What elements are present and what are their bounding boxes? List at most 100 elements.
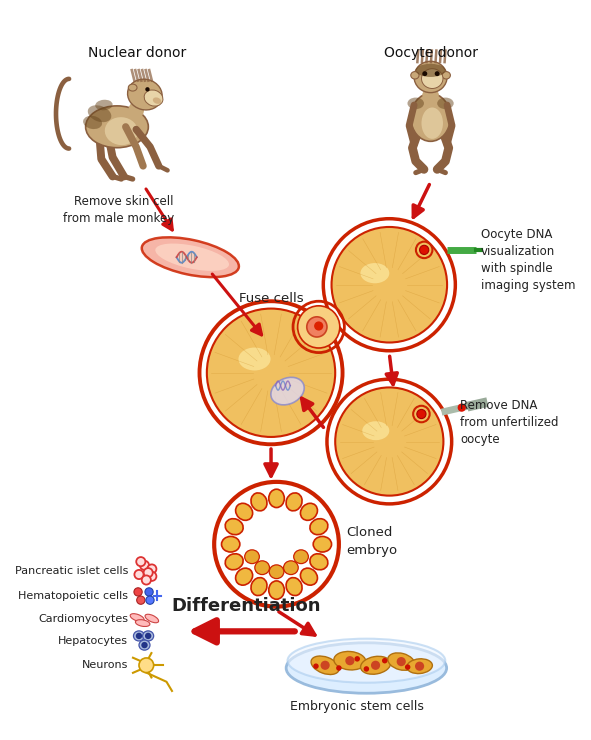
Circle shape (134, 588, 142, 596)
Ellipse shape (128, 84, 137, 91)
Circle shape (137, 596, 145, 605)
Ellipse shape (134, 631, 144, 641)
Circle shape (222, 489, 332, 599)
Circle shape (140, 561, 149, 570)
Circle shape (435, 71, 440, 76)
Circle shape (314, 321, 323, 331)
Ellipse shape (286, 643, 447, 693)
Ellipse shape (251, 493, 267, 511)
Text: Hepatocytes: Hepatocytes (58, 636, 128, 645)
Ellipse shape (153, 98, 161, 104)
Circle shape (139, 658, 154, 673)
Ellipse shape (155, 243, 229, 271)
Ellipse shape (313, 536, 332, 552)
Ellipse shape (255, 561, 269, 574)
Circle shape (335, 388, 443, 496)
Text: Oocyte DNA
visualization
with spindle
imaging system: Oocyte DNA visualization with spindle im… (481, 228, 576, 292)
Text: Fuse cells: Fuse cells (239, 292, 303, 305)
Circle shape (371, 661, 380, 670)
Text: Differentiation: Differentiation (171, 597, 320, 615)
Ellipse shape (415, 64, 446, 77)
Ellipse shape (294, 550, 309, 564)
Ellipse shape (83, 115, 102, 129)
Ellipse shape (421, 69, 443, 89)
Ellipse shape (407, 659, 433, 673)
Ellipse shape (86, 106, 148, 148)
Circle shape (134, 570, 144, 579)
Ellipse shape (300, 503, 317, 520)
Ellipse shape (135, 619, 150, 627)
Ellipse shape (271, 377, 304, 405)
Circle shape (332, 227, 447, 343)
Text: Hematopoietic cells: Hematopoietic cells (18, 591, 128, 601)
Ellipse shape (105, 117, 138, 145)
Ellipse shape (144, 90, 163, 106)
Circle shape (142, 576, 151, 585)
Circle shape (207, 309, 335, 437)
Circle shape (145, 87, 150, 92)
Circle shape (457, 403, 466, 411)
Ellipse shape (222, 536, 240, 552)
Ellipse shape (239, 348, 271, 371)
Circle shape (363, 666, 369, 672)
Circle shape (320, 661, 330, 670)
Ellipse shape (142, 238, 239, 278)
Ellipse shape (411, 72, 419, 79)
Circle shape (141, 642, 148, 648)
Circle shape (147, 572, 157, 581)
Circle shape (145, 588, 153, 596)
Circle shape (313, 664, 319, 669)
Ellipse shape (423, 87, 439, 103)
Ellipse shape (130, 613, 144, 622)
Ellipse shape (269, 581, 284, 599)
Text: Remove DNA
from unfertilized
oocyte: Remove DNA from unfertilized oocyte (460, 399, 558, 445)
Ellipse shape (407, 98, 424, 109)
Ellipse shape (411, 93, 450, 141)
Ellipse shape (361, 263, 389, 283)
Circle shape (423, 71, 427, 76)
Text: Embryonic stem cells: Embryonic stem cells (290, 700, 424, 713)
Ellipse shape (145, 614, 158, 623)
Ellipse shape (225, 554, 243, 570)
Circle shape (136, 633, 142, 639)
Ellipse shape (310, 554, 328, 570)
Ellipse shape (95, 100, 113, 110)
Circle shape (146, 596, 154, 605)
Ellipse shape (437, 98, 454, 109)
Ellipse shape (236, 568, 252, 585)
Ellipse shape (414, 61, 447, 92)
Ellipse shape (286, 493, 302, 511)
Circle shape (417, 409, 426, 419)
Ellipse shape (251, 578, 267, 596)
Circle shape (420, 245, 428, 255)
Circle shape (405, 665, 410, 670)
Ellipse shape (245, 550, 259, 564)
Circle shape (144, 568, 152, 577)
Ellipse shape (142, 631, 154, 641)
Ellipse shape (236, 503, 252, 520)
Ellipse shape (361, 656, 391, 674)
Ellipse shape (442, 72, 450, 79)
Text: Pancreatic islet cells: Pancreatic islet cells (15, 566, 128, 576)
Text: Oocyte donor: Oocyte donor (384, 47, 478, 61)
Circle shape (345, 656, 355, 665)
Ellipse shape (269, 489, 284, 508)
Circle shape (137, 557, 145, 566)
Circle shape (355, 656, 360, 662)
Ellipse shape (334, 651, 366, 670)
Ellipse shape (269, 565, 284, 579)
Circle shape (336, 665, 342, 670)
Ellipse shape (421, 107, 443, 139)
Ellipse shape (310, 519, 328, 535)
Ellipse shape (139, 640, 150, 650)
Circle shape (147, 565, 157, 574)
Ellipse shape (300, 568, 317, 585)
Text: Remove skin cell
from male monkey: Remove skin cell from male monkey (63, 195, 174, 224)
Ellipse shape (311, 656, 339, 674)
Ellipse shape (128, 79, 162, 110)
Ellipse shape (128, 101, 144, 120)
Circle shape (298, 306, 340, 348)
Ellipse shape (225, 519, 243, 535)
Circle shape (415, 662, 424, 670)
Ellipse shape (88, 105, 111, 122)
